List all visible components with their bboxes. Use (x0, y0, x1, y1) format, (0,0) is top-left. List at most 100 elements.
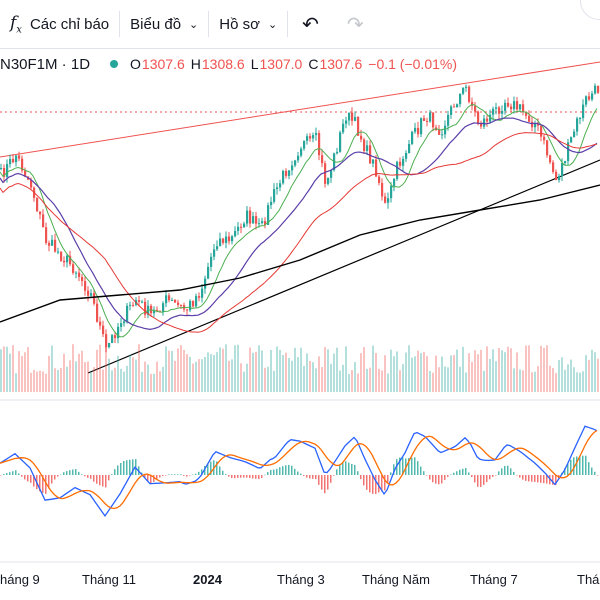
volume-bar (15, 373, 17, 392)
candle-body (258, 223, 261, 225)
candle-body (492, 108, 495, 115)
candle-body (342, 123, 345, 133)
redo-button[interactable]: ↷ (333, 0, 378, 48)
candle-body (399, 161, 402, 166)
candle-body (132, 304, 135, 306)
open-value: 1307.6 (141, 56, 185, 72)
undo-button[interactable]: ↶ (288, 0, 333, 48)
macd-histogram-bar (390, 472, 392, 475)
macd-histogram-bar (63, 472, 65, 475)
volume-bar (282, 354, 284, 392)
candle-body (87, 290, 90, 296)
candle-body (144, 301, 147, 315)
volume-bar (468, 353, 470, 392)
candle-body (417, 127, 420, 135)
volume-bar (327, 349, 329, 392)
volume-bar (519, 369, 521, 392)
macd-histogram-bar (510, 468, 512, 475)
ma-long-line (0, 184, 600, 323)
macd-histogram-bar (33, 475, 35, 487)
candle-body (471, 101, 474, 106)
candle-body (336, 151, 339, 154)
candle-body (240, 226, 243, 228)
macd-histogram-bar (114, 469, 116, 475)
undo-arrow-icon: ↶ (302, 13, 319, 36)
candle-body (204, 278, 207, 289)
macd-histogram-bar (102, 475, 104, 487)
candle-body (390, 185, 393, 199)
volume-bar (93, 367, 95, 392)
volume-bar (486, 346, 488, 392)
volume-bar (207, 352, 209, 392)
corner-button[interactable] (580, 0, 600, 20)
macd-histogram-bar (231, 475, 233, 479)
volume-bar (375, 353, 377, 392)
volume-bar (534, 371, 536, 392)
volume-bar (168, 350, 170, 392)
symbol-name[interactable]: N30F1M · 1D (0, 55, 91, 73)
volume-bar (321, 367, 323, 392)
volume-bar (447, 367, 449, 392)
macd-histogram-bar (48, 475, 50, 489)
macd-histogram-bar (588, 462, 590, 475)
price-chart[interactable] (0, 48, 600, 568)
volume-bar (147, 364, 149, 392)
macd-histogram-bar (414, 457, 416, 475)
candle-body (462, 87, 465, 94)
candle-body (501, 110, 504, 114)
profile-button[interactable]: Hồ sơ ⌄ (209, 0, 287, 48)
macd-histogram-bar (6, 473, 8, 475)
volume-bar (87, 361, 89, 392)
candle-body (510, 106, 513, 110)
volume-bar (333, 353, 335, 392)
open-label: O (130, 56, 141, 72)
volume-bar (3, 346, 5, 392)
macd-histogram-bar (192, 474, 194, 476)
candle-body (408, 143, 411, 153)
candle-body (126, 305, 129, 322)
volume-bar (573, 367, 575, 392)
volume-bar (369, 367, 371, 392)
candle-body (582, 104, 585, 119)
volume-bar (315, 368, 317, 392)
macd-histogram-bar (444, 475, 446, 480)
candle-body (570, 137, 573, 143)
volume-bar (399, 370, 401, 392)
macd-histogram-bar (147, 475, 149, 482)
volume-bar (96, 349, 98, 392)
macd-histogram-bar (267, 472, 269, 475)
macd-histogram-bar (186, 475, 188, 477)
volume-bar (180, 345, 182, 392)
candle-body (549, 155, 552, 163)
macd-histogram-bar (480, 475, 482, 487)
candle-body (381, 182, 384, 197)
macd-histogram-bar (240, 475, 242, 478)
volume-bar (267, 366, 269, 392)
macd-histogram-bar (204, 466, 206, 475)
candle-body (543, 136, 546, 141)
macd-histogram-bar (27, 475, 29, 482)
candle-body (468, 86, 471, 102)
volume-bar (426, 356, 428, 392)
macd-histogram-bar (45, 475, 47, 494)
candle-body (30, 179, 33, 188)
candle-body (288, 170, 291, 176)
macd-histogram-bar (579, 455, 581, 475)
macd-histogram-bar (177, 474, 179, 475)
candle-body (561, 163, 564, 177)
candle-body (489, 114, 492, 122)
macd-histogram-bar (30, 475, 32, 483)
macd-histogram-bar (369, 475, 371, 493)
macd-histogram-bar (513, 471, 515, 475)
candle-body (588, 96, 591, 100)
macd-histogram-bar (189, 475, 191, 476)
macd-histogram-bar (87, 475, 89, 478)
candle-body (72, 264, 75, 273)
candle-body (189, 300, 192, 311)
time-axis-tick: Tháng 11 (82, 572, 136, 587)
candle-body (267, 205, 270, 225)
chart-type-button[interactable]: Biểu đồ ⌄ (120, 0, 208, 48)
macd-histogram-bar (564, 468, 566, 475)
indicators-button[interactable]: fx Các chỉ báo (0, 0, 119, 48)
macd-histogram-bar (504, 466, 506, 475)
